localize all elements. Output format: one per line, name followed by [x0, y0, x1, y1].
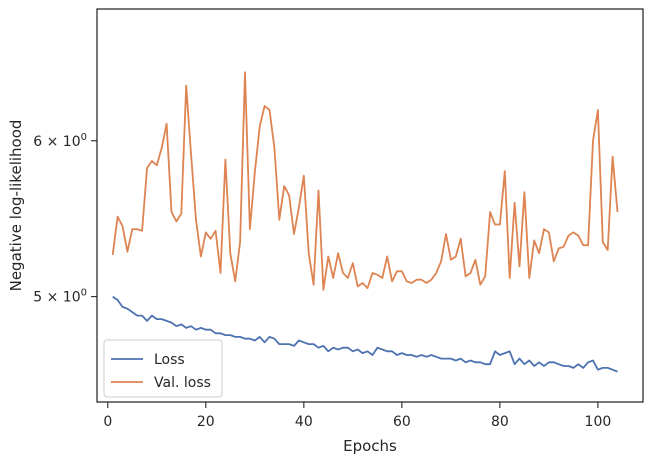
plot-frame — [96, 8, 644, 403]
legend: Loss Val. loss — [103, 339, 223, 398]
x-tick-label: 0 — [103, 414, 112, 430]
series-line-loss — [112, 295, 618, 373]
y-tick-label: 6 × 100 — [33, 132, 87, 150]
y-axis-label: Negative log-likelihood — [7, 120, 25, 292]
y-tick-label: 5 × 100 — [33, 288, 87, 306]
x-axis: 0 20 40 60 80 100 — [103, 402, 611, 430]
series-line-val-loss — [111, 71, 619, 291]
x-tick-label: 60 — [393, 414, 411, 430]
series-layer — [111, 71, 619, 373]
y-axis: 5 × 100 6 × 100 — [33, 132, 97, 306]
legend-label-loss: Loss — [154, 352, 185, 368]
x-tick-label: 80 — [491, 414, 509, 430]
x-tick-label: 20 — [197, 414, 215, 430]
legend-label-val-loss: Val. loss — [154, 375, 211, 391]
x-tick-label: 100 — [585, 414, 612, 430]
x-axis-label: Epochs — [343, 437, 397, 455]
x-tick-label: 40 — [295, 414, 313, 430]
